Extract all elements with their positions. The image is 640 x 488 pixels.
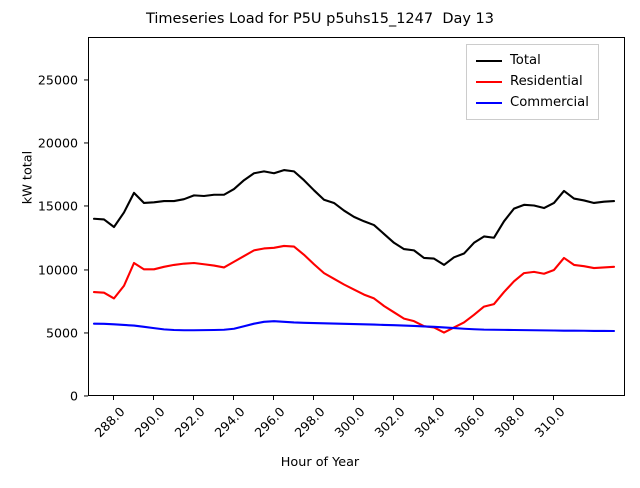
- y-axis-tick-mark: [84, 332, 88, 334]
- legend-line-swatch: [476, 59, 502, 62]
- y-axis-tick-label: 25000: [37, 72, 78, 88]
- plot-lines: [92, 169, 616, 334]
- y-axis-tick-mark: [84, 269, 88, 271]
- x-axis-tick-mark: [153, 396, 155, 400]
- legend-line-swatch: [476, 101, 502, 104]
- plot-area: [88, 37, 625, 396]
- y-axis-tick-label: 20000: [37, 135, 78, 151]
- x-axis-tick-mark: [433, 396, 435, 400]
- chart-title: Timeseries Load for P5U p5uhs15_1247 Day…: [145, 11, 495, 27]
- x-axis-tick-mark: [273, 396, 275, 400]
- y-axis-tick-mark: [84, 205, 88, 207]
- x-axis-label: Hour of Year: [280, 455, 360, 470]
- y-axis-tick-label: 15000: [37, 198, 78, 214]
- series-line-commercial: [92, 320, 616, 333]
- y-axis-tick-label: 5000: [45, 325, 78, 341]
- y-axis-tick-label: 10000: [37, 262, 78, 278]
- x-axis-tick-mark: [353, 396, 355, 400]
- y-axis-tick-mark: [84, 79, 88, 81]
- x-axis-tick-mark: [553, 396, 555, 400]
- y-axis-label: kW total: [20, 150, 36, 205]
- x-axis-tick-mark: [193, 396, 195, 400]
- series-line-total: [92, 169, 616, 266]
- y-axis-tick-mark: [84, 142, 88, 144]
- x-axis-tick-mark: [113, 396, 115, 400]
- x-axis-tick-mark: [513, 396, 515, 400]
- legend-item: Commercial: [476, 92, 589, 113]
- legend-label: Commercial: [510, 95, 589, 110]
- chart-legend: Total Residential Commercial: [466, 44, 599, 120]
- legend-label: Total: [510, 53, 541, 68]
- series-line-residential: [92, 244, 616, 334]
- legend-label: Residential: [510, 74, 583, 89]
- x-axis-tick-mark: [233, 396, 235, 400]
- legend-item: Total: [476, 50, 589, 71]
- x-axis-tick-mark: [313, 396, 315, 400]
- x-axis-tick-mark: [473, 396, 475, 400]
- legend-line-swatch: [476, 80, 502, 83]
- y-axis-tick-label: 0: [69, 388, 78, 404]
- y-axis-tick-mark: [84, 395, 88, 397]
- legend-item: Residential: [476, 71, 589, 92]
- x-axis-tick-mark: [393, 396, 395, 400]
